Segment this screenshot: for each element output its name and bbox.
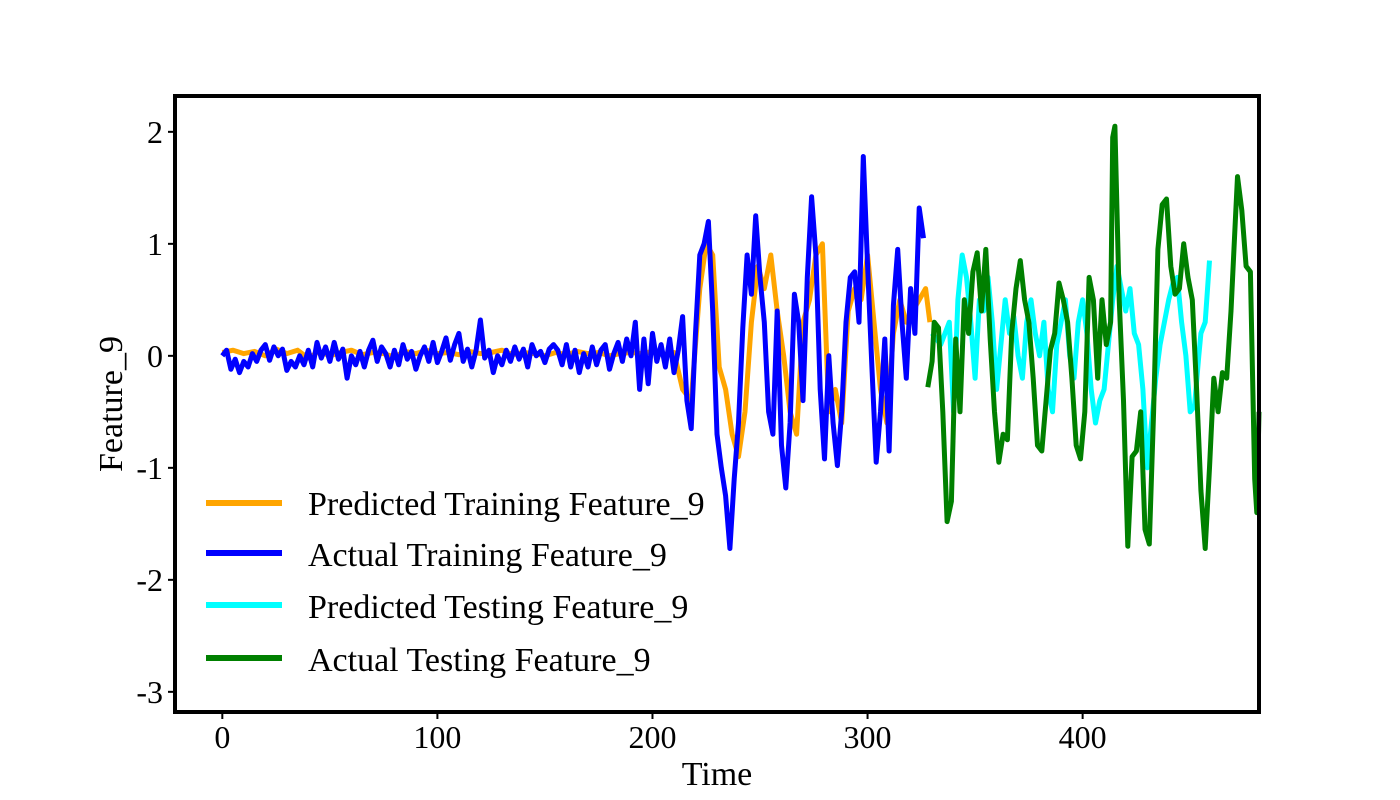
actual-testing-line [925,123,1262,551]
x-tick-label: 0 [214,719,230,755]
x-tick-label: 100 [413,719,461,755]
legend-label-actual-training: Actual Training Feature_9 [308,537,667,574]
legend-label-predicted-training: Predicted Training Feature_9 [308,486,705,523]
legend: Predicted Training Feature_9 Actual Trai… [206,486,705,679]
y-tick-label: -1 [136,450,163,486]
y-tick-label: 0 [147,338,163,374]
plot-lines [220,123,1262,551]
y-tick-label: -2 [136,562,163,598]
x-axis-label: Time [682,756,753,793]
actual-training-line [220,154,926,551]
legend-label-predicted-testing: Predicted Testing Feature_9 [308,589,688,626]
plot-frame [173,94,1261,714]
x-axis: 0 100 200 300 400 [214,712,1107,755]
y-axis-label: Feature_9 [93,336,130,472]
y-axis: -3 -2 -1 0 1 2 [136,114,175,710]
y-tick-label: 1 [147,226,163,262]
x-tick-label: 300 [844,719,892,755]
x-tick-label: 200 [628,719,676,755]
y-tick-label: -3 [136,674,163,710]
y-tick-label: 2 [147,114,163,150]
x-tick-label: 400 [1059,719,1107,755]
legend-label-actual-testing: Actual Testing Feature_9 [308,642,651,679]
